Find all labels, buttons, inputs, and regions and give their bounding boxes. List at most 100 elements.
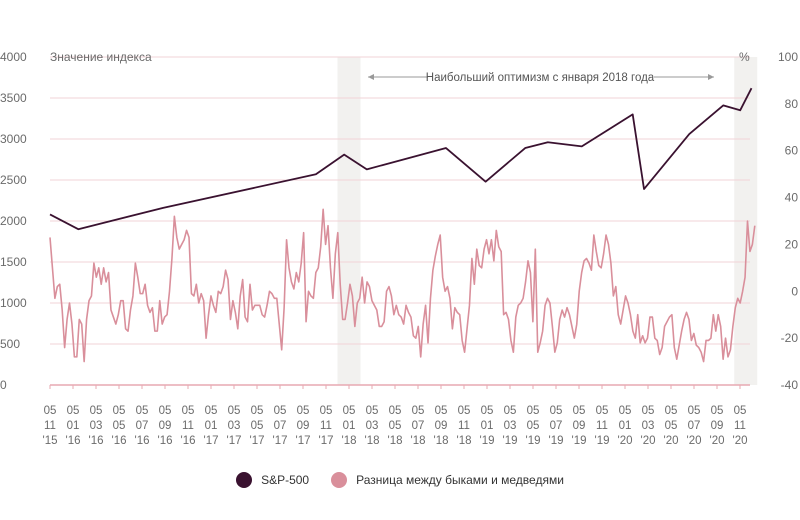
arrow-left-icon	[368, 74, 374, 80]
x-tick-label: 05	[159, 405, 172, 417]
x-tick-label: 01	[205, 420, 218, 432]
x-tick-label: '17	[273, 435, 288, 447]
x-tick-label: '18	[411, 435, 426, 447]
x-tick-label: 07	[274, 420, 287, 432]
x-tick-label: '18	[365, 435, 380, 447]
x-tick-label: 05	[458, 405, 471, 417]
left-tick-label: 0	[0, 378, 7, 392]
right-tick-label: -40	[781, 378, 799, 392]
x-tick-label: 05	[366, 405, 379, 417]
x-tick-label: 05	[228, 405, 241, 417]
legend-swatch	[236, 472, 253, 488]
x-tick-label: 09	[159, 420, 172, 432]
x-tick-label: 07	[136, 420, 149, 432]
right-axis: -40 -20 0 20 40 60 80 100	[778, 50, 798, 392]
left-axis-title: Значение индекса	[50, 50, 152, 64]
right-tick-label: 60	[785, 144, 799, 158]
x-tick-label: '16	[158, 435, 173, 447]
x-tick-label: 05	[113, 405, 126, 417]
x-tick-label: 05	[90, 405, 103, 417]
x-tick-label: 05	[527, 405, 540, 417]
arrow-right-icon	[708, 74, 714, 80]
x-tick-label: '20	[687, 435, 702, 447]
x-tick-label: 01	[343, 420, 356, 432]
left-tick-label: 1500	[0, 255, 27, 269]
x-tick-label: '17	[296, 435, 311, 447]
x-tick-label: 03	[504, 420, 517, 432]
x-tick-label: '19	[526, 435, 541, 447]
legend-item-sp500[interactable]: S&P-500	[236, 472, 309, 488]
x-tick-label: 05	[67, 405, 80, 417]
x-tick-label: 01	[67, 420, 80, 432]
right-tick-label: 0	[791, 284, 798, 298]
left-tick-label: 2000	[0, 214, 27, 228]
x-tick-label: '20	[618, 435, 633, 447]
x-tick-label: '17	[250, 435, 265, 447]
legend-item-bull-bear[interactable]: Разница между быками и медведями	[331, 472, 564, 488]
x-tick-label: '15	[43, 435, 58, 447]
x-tick-label: 11	[458, 420, 470, 432]
gridlines	[50, 56, 750, 345]
x-tick-label: 07	[550, 420, 563, 432]
x-tick-label: 05	[343, 405, 356, 417]
x-tick-label: 05	[481, 405, 494, 417]
x-tick-label: 09	[435, 420, 448, 432]
legend: S&P-500 Разница между быками и медведями	[0, 472, 800, 488]
x-tick-label: 05	[504, 405, 517, 417]
x-tick-label: '20	[733, 435, 748, 447]
x-tick-label: 05	[596, 405, 609, 417]
x-tick-label: 05	[573, 405, 586, 417]
x-tick-label: 05	[113, 420, 126, 432]
x-axis: 05 11 '15 05 01 '16 05 03 '16 05 05 '16 05 07 '16 05 09 '…	[43, 384, 750, 447]
x-tick-label: 05	[251, 420, 264, 432]
x-tick-label: 05	[435, 405, 448, 417]
x-tick-label: 01	[619, 420, 632, 432]
x-tick-label: 05	[205, 405, 218, 417]
x-tick-label: 05	[527, 420, 540, 432]
x-tick-label: 11	[182, 420, 194, 432]
x-tick-label: '17	[319, 435, 334, 447]
x-tick-label: '19	[572, 435, 587, 447]
x-tick-label: 07	[412, 420, 425, 432]
x-tick-label: 05	[665, 405, 678, 417]
left-tick-label: 500	[0, 337, 20, 351]
x-tick-label: '16	[66, 435, 81, 447]
x-tick-label: '18	[434, 435, 449, 447]
left-tick-label: 2500	[0, 173, 27, 187]
x-tick-label: '18	[342, 435, 357, 447]
x-tick-label: 05	[44, 405, 57, 417]
series-line-sp500	[49, 87, 753, 231]
x-tick-label: 03	[642, 420, 655, 432]
x-tick-label: 05	[619, 405, 632, 417]
x-tick-label: 05	[688, 405, 701, 417]
left-tick-label: 1000	[0, 296, 27, 310]
legend-label: S&P-500	[261, 473, 310, 487]
x-tick-label: '18	[457, 435, 472, 447]
x-tick-label: 05	[412, 405, 425, 417]
x-tick-label: 05	[550, 405, 563, 417]
right-axis-title: %	[739, 50, 750, 64]
x-tick-label: 05	[182, 405, 195, 417]
legend-swatch	[331, 472, 348, 488]
x-tick-label: 05	[320, 405, 333, 417]
x-tick-label: 05	[274, 405, 287, 417]
x-tick-label: '17	[227, 435, 242, 447]
x-tick-label: 07	[688, 420, 701, 432]
x-tick-label: '19	[480, 435, 495, 447]
left-tick-label: 4000	[0, 50, 27, 64]
right-tick-label: 40	[785, 191, 799, 205]
x-tick-label: 01	[481, 420, 494, 432]
x-tick-label: 11	[734, 420, 746, 432]
left-tick-label: 3000	[0, 132, 27, 146]
x-tick-label: 05	[642, 405, 655, 417]
series	[49, 87, 756, 363]
x-tick-label: '18	[388, 435, 403, 447]
x-tick-label: '20	[710, 435, 725, 447]
x-tick-label: '16	[135, 435, 150, 447]
annotation: Наибольший оптимизм с января 2018 года	[368, 72, 714, 84]
x-tick-label: '20	[664, 435, 679, 447]
right-tick-label: 80	[785, 97, 799, 111]
x-tick-label: '16	[112, 435, 127, 447]
left-tick-label: 3500	[0, 91, 27, 105]
